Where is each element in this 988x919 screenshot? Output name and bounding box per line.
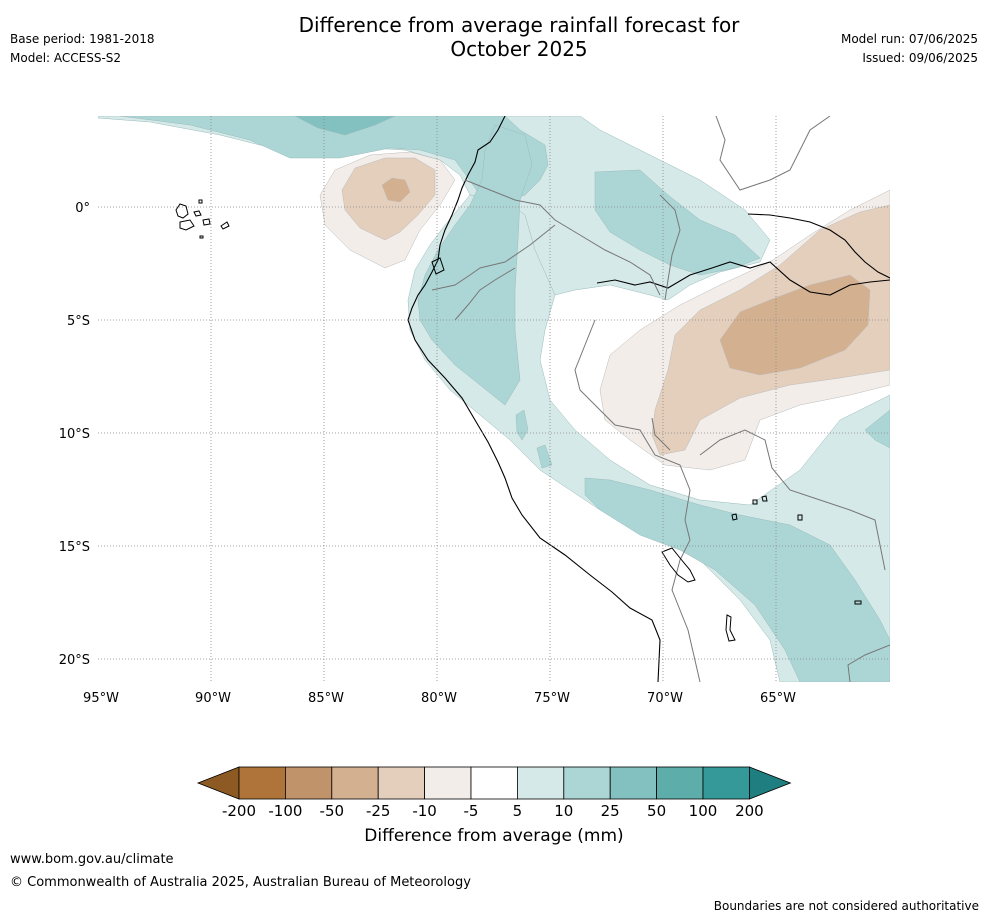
coastline-south-america	[407, 116, 661, 682]
colorbar-tick-label: 100	[689, 802, 718, 820]
lon-label: 75°W	[534, 691, 570, 706]
colorbar-segment	[424, 766, 472, 800]
colorbar-tick-label: 200	[735, 802, 764, 820]
lon-label: 95°W	[83, 691, 119, 706]
colorbar-tick-label: 25	[601, 802, 620, 820]
colorbar-tick-label: 5	[513, 802, 523, 820]
contour-teal-southeast	[584, 477, 890, 682]
colorbar	[196, 766, 792, 800]
colorbar-segment	[331, 766, 379, 800]
lon-label: 80°W	[421, 691, 457, 706]
lon-label: 90°W	[195, 691, 231, 706]
model-run-text: Model run: 07/06/2025	[840, 32, 978, 46]
colorbar-segment	[702, 766, 750, 800]
colorbar-tick-label: 50	[647, 802, 666, 820]
lat-labels: 0° 5°S 10°S 15°S 20°S	[59, 201, 90, 668]
gridlines	[98, 116, 890, 682]
colorbar-segment	[470, 766, 518, 800]
issued-text: Issued: 09/06/2025	[862, 51, 978, 65]
small-lakes	[431, 257, 862, 642]
colorbar-segment	[563, 766, 611, 800]
colorbar-tick-label: -5	[464, 802, 479, 820]
colorbar-segment	[284, 766, 333, 800]
coastline-amazon-river	[596, 261, 890, 296]
map-title-line2: October 2025	[450, 37, 588, 61]
colorbar-arrow-right	[749, 766, 792, 800]
colorbar-tick-label: -200	[222, 802, 256, 820]
lon-label: 65°W	[760, 691, 796, 706]
lon-label: 70°W	[647, 691, 683, 706]
colorbar-segment	[517, 766, 565, 800]
coastline-caribbean	[747, 213, 890, 279]
contour-brown-ocean-core	[381, 177, 411, 203]
contour-teal-east-lower	[864, 409, 890, 449]
map-title-line1: Difference from average rainfall forecas…	[298, 13, 740, 37]
contour-teal-spot-a	[515, 409, 529, 441]
colorbar-tick-label: -25	[366, 802, 391, 820]
colorbar-segment	[377, 766, 426, 800]
contour-teal-spot-b	[536, 444, 553, 469]
lat-label: 20°S	[59, 653, 90, 668]
contour-teal-east-lobe	[594, 169, 761, 276]
lon-label: 85°W	[308, 691, 344, 706]
colorbar-tick-label: -100	[268, 802, 302, 820]
colorbar-tick-label: -50	[320, 802, 345, 820]
contour-teal-dark-north	[294, 116, 396, 136]
colorbar-segment	[656, 766, 704, 800]
country-borders	[431, 116, 890, 682]
lat-label: 5°S	[67, 314, 90, 329]
colorbar-tick-label: 10	[554, 802, 573, 820]
map-area	[98, 116, 890, 682]
contour-brown-east-core	[719, 274, 871, 376]
footer-copyright: © Commonwealth of Australia 2025, Austra…	[10, 875, 471, 890]
colorbar-segment	[238, 766, 286, 800]
footer-url[interactable]: www.bom.gov.au/climate	[10, 852, 174, 867]
contour-teal-north	[119, 116, 549, 201]
colorbar-title: Difference from average (mm)	[364, 826, 624, 846]
lat-label: 10°S	[59, 427, 90, 442]
lake-titicaca	[661, 547, 696, 583]
colorbar-segment	[609, 766, 658, 800]
lat-label: 15°S	[59, 540, 90, 555]
lat-label: 0°	[75, 201, 90, 216]
lon-labels: 95°W 90°W 85°W 80°W 75°W 70°W 65°W	[83, 691, 796, 706]
galapagos-islands	[175, 199, 230, 239]
base-period-text: Base period: 1981-2018	[10, 32, 155, 46]
colorbar-ticks: -200 -100 -50 -25 -10 -5 5 10 25 50 100 200	[222, 802, 764, 820]
colorbar-arrow-left	[196, 766, 240, 800]
model-text: Model: ACCESS-S2	[10, 51, 122, 65]
colorbar-tick-label: -10	[412, 802, 437, 820]
boundaries-note: Boundaries are not considered authoritat…	[713, 899, 979, 913]
